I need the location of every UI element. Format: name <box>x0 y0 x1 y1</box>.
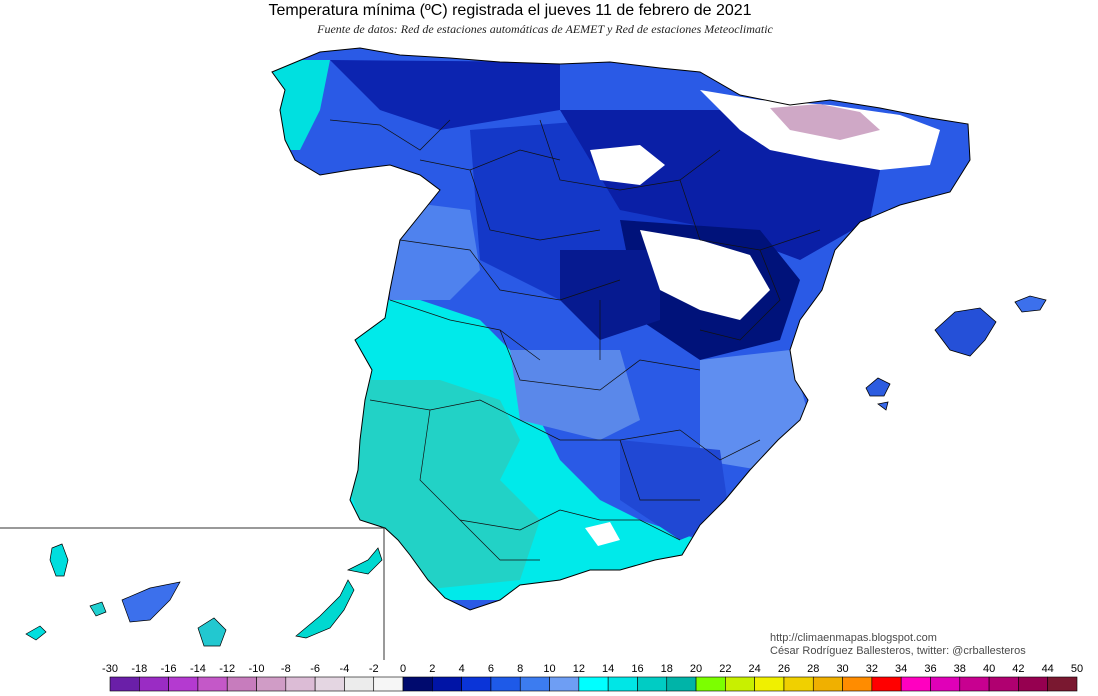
legend-color-swatch <box>783 676 814 692</box>
legend-color-swatch <box>695 676 726 692</box>
fuerteventura-island <box>295 579 355 639</box>
legend-color-swatch <box>168 676 199 692</box>
ibiza-island <box>865 377 891 397</box>
frost-pyrenees <box>770 104 880 140</box>
legend-tick-label: 26 <box>778 663 790 675</box>
legend-tick-label: 4 <box>459 663 465 675</box>
legend-tick-label: 8 <box>517 663 523 675</box>
zone-mild-portugal-north <box>272 60 330 150</box>
legend-tick-label: -6 <box>310 663 320 675</box>
la-gomera-island <box>89 601 107 617</box>
el-hierro-island <box>25 625 47 641</box>
legend-color-swatch <box>666 676 697 692</box>
legend-color-swatch <box>461 676 492 692</box>
legend-tick-label: -16 <box>161 663 177 675</box>
legend-color-swatch <box>607 676 638 692</box>
legend-color-swatch <box>578 676 609 692</box>
snow-sierra-nevada <box>585 522 620 546</box>
legend-color-swatch <box>256 676 287 692</box>
legend-color-swatch <box>549 676 580 692</box>
legend-color-swatch <box>314 676 345 692</box>
zone-cold-southeast <box>620 440 730 540</box>
legend-color-swatch <box>226 676 257 692</box>
formentera-island <box>877 401 889 411</box>
legend-color-swatch <box>402 676 433 692</box>
legend-color-swatch <box>139 676 169 692</box>
legend-tick-label: 30 <box>836 663 848 675</box>
zone-deep-cold-central <box>560 250 660 340</box>
legend-color-swatch <box>812 676 843 692</box>
legend-tick-label: -10 <box>249 663 265 675</box>
legend-color-swatch <box>959 676 990 692</box>
gran-canaria-island <box>197 617 227 647</box>
legend-tick-label: 32 <box>866 663 878 675</box>
legend-tick-label: -2 <box>369 663 379 675</box>
legend-tick-label: 16 <box>631 663 643 675</box>
snow-teruel <box>640 230 770 320</box>
legend-tick-label: -12 <box>219 663 235 675</box>
legend-tick-label: 44 <box>1042 663 1054 675</box>
legend-tick-label: 22 <box>719 663 731 675</box>
legend-color-swatch <box>109 676 140 692</box>
legend-tick-label: -4 <box>340 663 350 675</box>
legend-color-swatch <box>754 676 785 692</box>
legend-tick-label: 6 <box>488 663 494 675</box>
legend-tick-label: 18 <box>661 663 673 675</box>
menorca-island <box>1014 295 1047 313</box>
mallorca-island <box>934 307 997 357</box>
zone-cold-cantabria <box>330 60 560 130</box>
legend-color-swatch <box>988 676 1019 692</box>
temperature-map <box>0 47 1047 660</box>
legend-tick-label: -8 <box>281 663 291 675</box>
color-legend: -30 -18 -16 -14 -12 -10 -8 -6 -4 -2 0 2 4 6 8 10 12 14 16 1… <box>102 663 1083 692</box>
legend-color-swatch <box>490 676 521 692</box>
map-title: Temperatura mínima (ºC) registrada el ju… <box>268 2 752 19</box>
legend-tick-label: 42 <box>1012 663 1024 675</box>
legend-color-swatch <box>725 676 755 692</box>
legend-tick-label: -14 <box>190 663 206 675</box>
legend-color-swatch <box>930 676 961 692</box>
legend-color-swatch <box>197 676 228 692</box>
snow-burgos <box>590 145 665 185</box>
legend-tick-label: 0 <box>400 663 406 675</box>
legend-tick-label: -18 <box>131 663 147 675</box>
credit-author: César Rodríguez Ballesteros, twitter: @c… <box>770 645 1026 657</box>
legend-tick-label: 38 <box>954 663 966 675</box>
la-palma-island <box>49 543 69 577</box>
legend-color-swatch <box>519 676 550 692</box>
legend-tick-label: -30 <box>102 663 118 675</box>
legend-color-swatch <box>373 676 404 692</box>
tenerife-island <box>121 581 181 623</box>
province-boundaries <box>329 119 821 561</box>
legend-tick-label: 36 <box>924 663 936 675</box>
legend-tick-label: 24 <box>749 663 761 675</box>
legend-color-swatch <box>871 676 902 692</box>
legend-tick-label: 20 <box>690 663 702 675</box>
map-subtitle: Fuente de datos: Red de estaciones autom… <box>317 22 773 36</box>
iberia-coastline <box>271 47 971 611</box>
legend-tick-label: 50 <box>1071 663 1083 675</box>
legend-color-swatch <box>344 676 375 692</box>
credit-url: http://climaenmapas.blogspot.com <box>770 632 937 644</box>
legend-tick-label: 2 <box>429 663 435 675</box>
legend-color-swatch <box>432 676 462 692</box>
legend-tick-label: 12 <box>573 663 585 675</box>
legend-color-swatch <box>900 676 931 692</box>
zone-cool-lamancha <box>510 350 640 440</box>
legend-tick-label: 14 <box>602 663 614 675</box>
legend-color-swatch <box>637 676 668 692</box>
legend-color-swatch <box>285 676 316 692</box>
legend-color-swatch <box>1047 676 1078 692</box>
legend-tick-label: 10 <box>543 663 555 675</box>
legend-color-swatch <box>1018 676 1048 692</box>
legend-tick-label: 28 <box>807 663 819 675</box>
legend-color-swatch <box>842 676 873 692</box>
legend-tick-label: 40 <box>983 663 995 675</box>
canary-inset-border <box>0 527 385 660</box>
legend-tick-label: 34 <box>895 663 907 675</box>
lanzarote-island <box>346 547 383 575</box>
